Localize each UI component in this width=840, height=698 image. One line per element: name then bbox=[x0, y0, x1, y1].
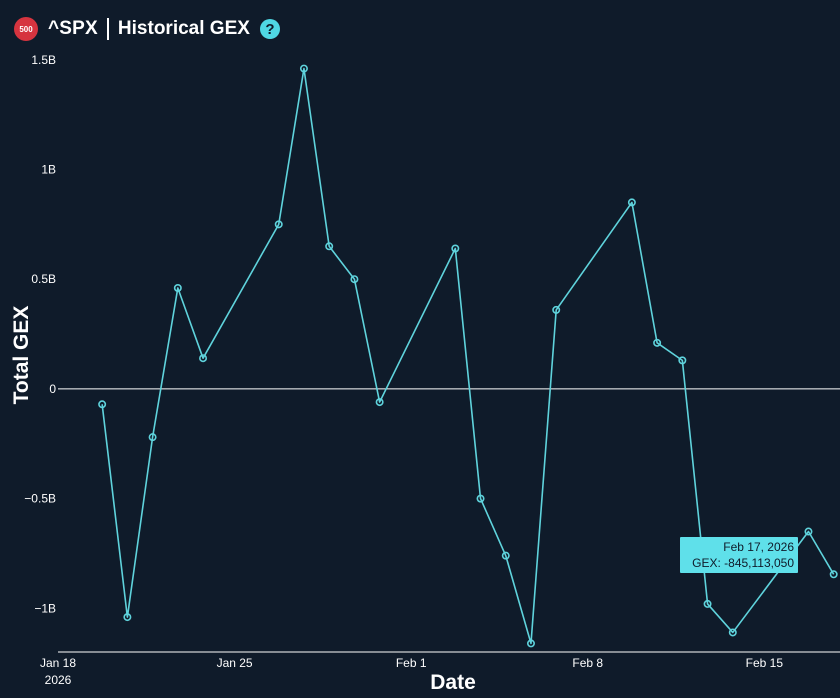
x-tick-label: Jan 18 bbox=[40, 656, 76, 670]
y-tick-label: −0.5B bbox=[24, 492, 56, 506]
data-point-marker[interactable] bbox=[526, 639, 535, 648]
data-point-marker[interactable] bbox=[451, 244, 460, 253]
data-point-marker[interactable] bbox=[123, 613, 132, 622]
tooltip-box bbox=[680, 537, 798, 573]
data-point-marker[interactable] bbox=[728, 628, 737, 637]
tooltip-date: Feb 17, 2026 bbox=[723, 540, 794, 554]
series-gex bbox=[98, 64, 838, 648]
data-point-marker[interactable] bbox=[829, 570, 838, 579]
y-tick-label: 0 bbox=[49, 382, 56, 396]
y-tick-label: −1B bbox=[34, 601, 56, 615]
data-point-marker[interactable] bbox=[199, 354, 208, 363]
y-tick-label: 1.5B bbox=[31, 53, 56, 67]
data-point-marker[interactable] bbox=[678, 356, 687, 365]
x-tick-label: Feb 15 bbox=[746, 656, 784, 670]
x-tick-label: Feb 8 bbox=[572, 656, 603, 670]
data-point-marker[interactable] bbox=[173, 283, 182, 292]
data-point-marker[interactable] bbox=[501, 551, 510, 560]
help-icon[interactable]: ? bbox=[259, 19, 280, 39]
chart-title: Historical GEX bbox=[117, 18, 250, 39]
x-tick-sublabel: 2026 bbox=[45, 673, 72, 687]
y-tick-label: 0.5B bbox=[31, 272, 56, 286]
data-point-marker[interactable] bbox=[98, 400, 107, 409]
data-point-marker[interactable] bbox=[476, 494, 485, 503]
data-point-marker[interactable] bbox=[804, 527, 813, 536]
hover-tooltip: Feb 17, 2026 GEX: -845,113,050 bbox=[680, 537, 798, 573]
chart-header: 500 ^SPX Historical GEX ? bbox=[14, 14, 280, 44]
data-point-marker[interactable] bbox=[325, 242, 334, 251]
x-tick-label: Jan 25 bbox=[217, 656, 253, 670]
data-point-marker[interactable] bbox=[274, 220, 283, 229]
y-axis-title: Total GEX bbox=[10, 306, 33, 405]
data-point-marker[interactable] bbox=[375, 398, 384, 407]
data-point-marker[interactable] bbox=[552, 305, 561, 314]
ticker-symbol: ^SPX bbox=[48, 18, 98, 39]
y-tick-label: 1B bbox=[41, 163, 56, 177]
data-point-marker[interactable] bbox=[703, 599, 712, 608]
sp500-badge-icon: 500 bbox=[14, 17, 38, 41]
data-point-marker[interactable] bbox=[350, 275, 359, 284]
x-axis-title: Date bbox=[430, 671, 476, 694]
y-axis-ticks: −1B −0.5B 0 0.5B 1B 1.5B bbox=[24, 53, 56, 616]
header-divider bbox=[106, 18, 109, 40]
series-line bbox=[101, 67, 835, 645]
x-tick-label: Feb 1 bbox=[396, 656, 427, 670]
data-point-marker[interactable] bbox=[299, 64, 308, 73]
data-point-marker[interactable] bbox=[627, 198, 636, 207]
data-point-marker[interactable] bbox=[653, 338, 662, 347]
data-point-marker[interactable] bbox=[148, 433, 157, 442]
x-axis-ticks: Jan 18 2026 Jan 25 Feb 1 Feb 8 Feb 15 bbox=[40, 656, 783, 687]
tooltip-value: GEX: -845,113,050 bbox=[692, 556, 794, 570]
